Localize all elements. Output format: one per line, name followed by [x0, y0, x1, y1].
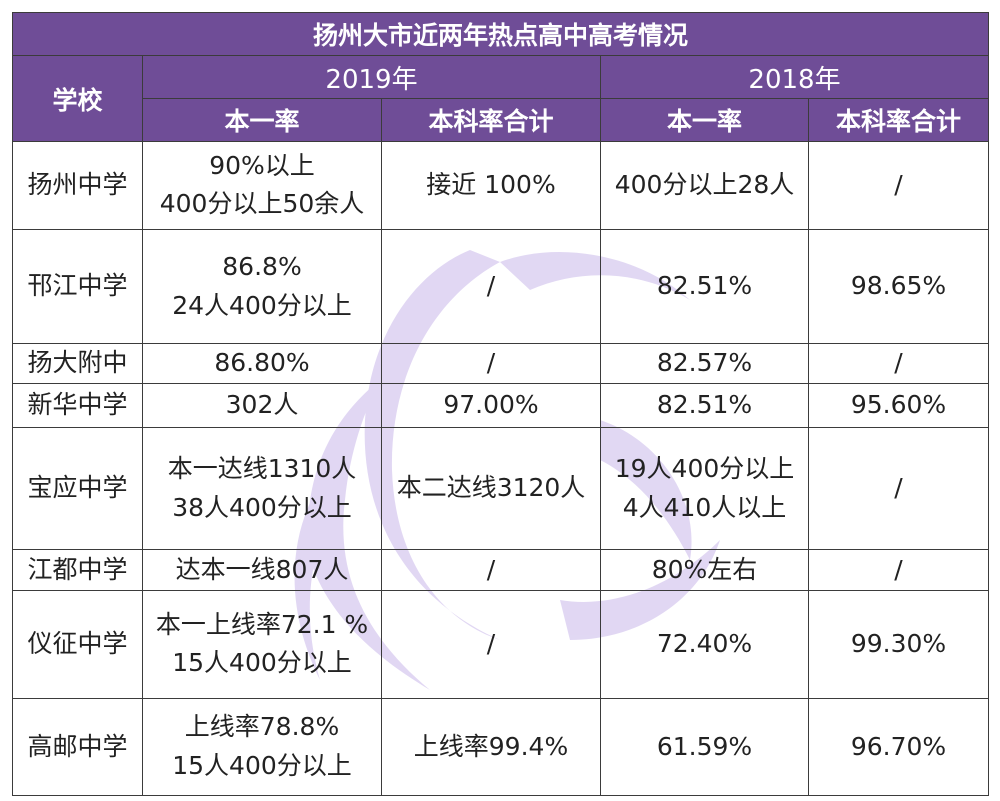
table-cell: 82.51% — [600, 383, 809, 428]
table-row: 宝应中学 本一达线1310人 38人400分以上 本二达线3120人 19人400分以上… — [12, 426, 990, 551]
table-row: 江都中学 达本一线807人 / 80%左右 / — [12, 549, 990, 591]
table-cell: / — [381, 549, 601, 591]
cell-text: / — [894, 473, 903, 503]
table-cell: 61.59% — [600, 697, 809, 797]
table-row: 邗江中学 86.8% 24人400分以上 / 82.51% 98.65% — [12, 228, 990, 345]
cell-text: 38人400分以上 — [172, 492, 352, 522]
cell-text: 98.65% — [850, 271, 947, 301]
table-row: 扬州中学 90%以上 400分以上50余人 接近 100% 400分以上28人 / — [12, 141, 990, 230]
table-cell: 82.57% — [600, 343, 809, 385]
table-cell: 接近 100% — [381, 141, 601, 230]
table-cell: 本二达线3120人 — [381, 426, 601, 551]
table-cell: 96.70% — [807, 697, 990, 797]
cell-text: 400分以上28人 — [614, 170, 795, 200]
gaokao-table: 扬州大市近两年热点高中高考情况 学校 2019年 2018年 本一率 本科率合计… — [11, 12, 990, 797]
school-name: 扬州中学 — [12, 141, 143, 230]
table-cell: 86.8% 24人400分以上 — [142, 228, 382, 345]
cell-text: 86.80% — [214, 348, 310, 378]
school-name: 江都中学 — [12, 549, 143, 591]
cell-text: 上线率99.4% — [413, 731, 569, 761]
cell-text: 99.30% — [850, 628, 947, 658]
table-cell: / — [807, 343, 990, 385]
table-cell: 本一上线率72.1 % 15人400分以上 — [142, 589, 382, 699]
cell-text: 接近 100% — [426, 170, 556, 200]
table-cell: / — [807, 549, 990, 591]
cell-text: 82.57% — [656, 348, 753, 378]
header-year-2018: 2018年 — [599, 55, 990, 99]
school-name: 宝应中学 — [12, 426, 143, 551]
header-col: 本科率合计 — [381, 98, 601, 142]
cell-text: 82.51% — [656, 390, 753, 420]
cell-text: / — [894, 554, 903, 584]
table-cell: 上线率78.8% 15人400分以上 — [142, 697, 382, 797]
school-name: 新华中学 — [12, 383, 143, 428]
header-col: 本一率 — [600, 98, 809, 142]
table-cell: 99.30% — [807, 589, 990, 699]
table-body: 扬州中学 90%以上 400分以上50余人 接近 100% 400分以上28人 / 邗江中学… — [12, 141, 990, 797]
table-cell: 97.00% — [381, 383, 601, 428]
table-row: 新华中学 302人 97.00% 82.51% 95.60% — [12, 383, 990, 428]
table-cell: 本一达线1310人 38人400分以上 — [142, 426, 382, 551]
table-cell: / — [807, 426, 990, 551]
cell-text: 97.00% — [443, 390, 539, 420]
cell-text: 96.70% — [850, 731, 947, 761]
cell-text: / — [486, 628, 496, 658]
table-cell: 19人400分以上 4人410人以上 — [600, 426, 809, 551]
table-title: 扬州大市近两年热点高中高考情况 — [11, 12, 990, 56]
table-cell: / — [381, 589, 601, 699]
header-col: 本科率合计 — [807, 98, 990, 142]
table-row: 仪征中学 本一上线率72.1 % 15人400分以上 / 72.40% 99.30% — [12, 589, 990, 699]
cell-text: / — [486, 348, 496, 378]
table-cell: 上线率99.4% — [381, 697, 601, 797]
cell-text: 24人400分以上 — [172, 290, 352, 320]
cell-text: 15人400分以上 — [172, 750, 352, 780]
cell-text: / — [894, 348, 903, 378]
school-name: 高邮中学 — [12, 697, 143, 797]
table-cell: 95.60% — [807, 383, 990, 428]
table-cell: 86.80% — [142, 343, 382, 385]
cell-text: 86.8% — [222, 251, 302, 281]
header-school: 学校 — [12, 55, 143, 142]
table-cell: 90%以上 400分以上50余人 — [142, 141, 382, 230]
cell-text: 4人410人以上 — [622, 492, 787, 522]
table-row: 扬大附中 86.80% / 82.57% / — [12, 343, 990, 385]
cell-text: 61.59% — [656, 731, 753, 761]
cell-text: / — [894, 170, 903, 200]
cell-text: 15人400分以上 — [172, 648, 352, 678]
cell-text: 95.60% — [850, 390, 947, 420]
table-cell: 80%左右 — [600, 549, 809, 591]
cell-text: 达本一线807人 — [175, 554, 349, 584]
table-cell: / — [381, 343, 601, 385]
header-year-2019: 2019年 — [142, 55, 601, 99]
cell-text: 本一达线1310人 — [167, 453, 357, 483]
cell-text: 本二达线3120人 — [396, 473, 586, 503]
cell-text: 80%左右 — [651, 554, 758, 584]
header-col: 本一率 — [142, 98, 382, 142]
cell-text: / — [486, 271, 496, 301]
table-cell: 400分以上28人 — [600, 141, 809, 230]
school-name: 仪征中学 — [12, 589, 143, 699]
table-cell: / — [807, 141, 990, 230]
cell-text: 72.40% — [656, 628, 753, 658]
cell-text: 302人 — [225, 390, 299, 420]
table-cell: / — [381, 228, 601, 345]
cell-text: 82.51% — [656, 271, 753, 301]
cell-text: 19人400分以上 — [614, 453, 795, 483]
table-row: 高邮中学 上线率78.8% 15人400分以上 上线率99.4% 61.59% 96.70… — [12, 697, 990, 797]
table-cell: 72.40% — [600, 589, 809, 699]
table-cell: 82.51% — [600, 228, 809, 345]
table-cell: 达本一线807人 — [142, 549, 382, 591]
cell-text: 上线率78.8% — [184, 712, 340, 742]
cell-text: 本一上线率72.1 % — [155, 609, 369, 639]
table-cell: 302人 — [142, 383, 382, 428]
school-name: 扬大附中 — [12, 343, 143, 385]
cell-text: 90%以上 — [209, 150, 315, 180]
table-cell: 98.65% — [807, 228, 990, 345]
cell-text: / — [486, 554, 496, 584]
school-name: 邗江中学 — [12, 228, 143, 345]
cell-text: 400分以上50余人 — [159, 189, 365, 219]
